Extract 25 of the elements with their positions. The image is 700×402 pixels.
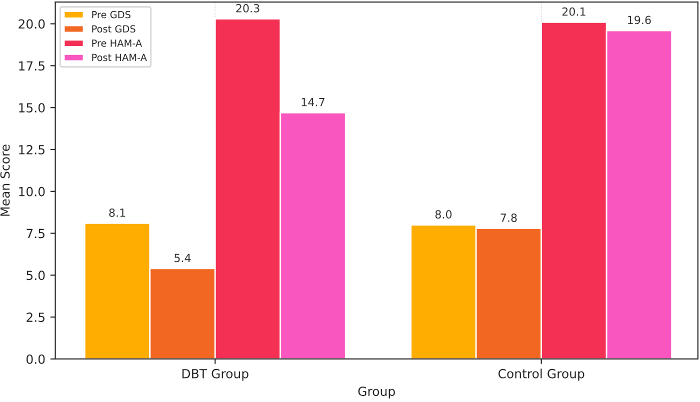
y-tick-label: 17.5: [19, 61, 44, 71]
data-label: 20.1: [562, 7, 586, 16]
y-tick-label: 20.0: [18, 19, 45, 29]
y-tick-label: 12.5: [19, 144, 44, 154]
legend-label: Pre HAM-A: [92, 40, 142, 47]
data-label: 7.8: [500, 214, 517, 222]
y-tick-label: 7.5: [26, 228, 44, 238]
data-label: 20.3: [236, 4, 260, 12]
legend-label: Post GDS: [92, 25, 136, 33]
y-tick-label: 5.0: [26, 270, 45, 280]
legend-label: Post HAM-A: [92, 54, 147, 62]
y-tick-label: 2.5: [26, 312, 44, 322]
y-axis-title: Mean Score: [0, 144, 10, 216]
x-axis-title: Group: [358, 386, 395, 398]
x-tick-label: DBT Group: [182, 368, 248, 381]
legend-label: Pre GDS: [92, 10, 130, 18]
y-tick-label: 0.0: [26, 354, 45, 364]
y-tick-label: 10.0: [19, 186, 45, 196]
data-label: 8.0: [435, 210, 452, 219]
y-tick-label: 15.0: [19, 103, 45, 113]
data-label: 8.1: [109, 208, 126, 217]
x-tick-label: Control Group: [498, 368, 584, 381]
data-label: 19.6: [628, 16, 651, 24]
data-label: 5.4: [174, 254, 191, 262]
data-label: 14.7: [302, 98, 324, 106]
